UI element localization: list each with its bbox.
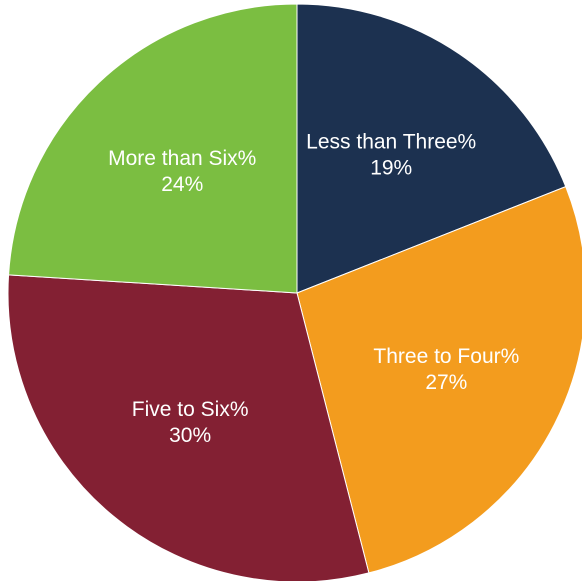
slice-category-label: Five to Six% <box>132 398 249 421</box>
slice-value-label: 24% <box>161 173 203 196</box>
labels-layer: Less than Three% 19% Three to Four% 27% Five… <box>108 130 519 447</box>
slices-layer <box>7 3 582 581</box>
slice-value-label: 30% <box>169 424 211 447</box>
pie-slice-three-to-four <box>296 185 582 574</box>
slice-category-label: Three to Four% <box>373 345 519 368</box>
pie-slice-five-to-six <box>7 274 370 581</box>
slice-category-label: More than Six% <box>108 147 256 170</box>
pie-slice-less-than-three <box>296 3 567 294</box>
slice-value-label: 27% <box>425 371 467 394</box>
pie-slice-more-than-six <box>8 3 298 294</box>
slice-category-label: Less than Three% <box>306 130 476 153</box>
slice-value-label: 19% <box>370 156 412 179</box>
